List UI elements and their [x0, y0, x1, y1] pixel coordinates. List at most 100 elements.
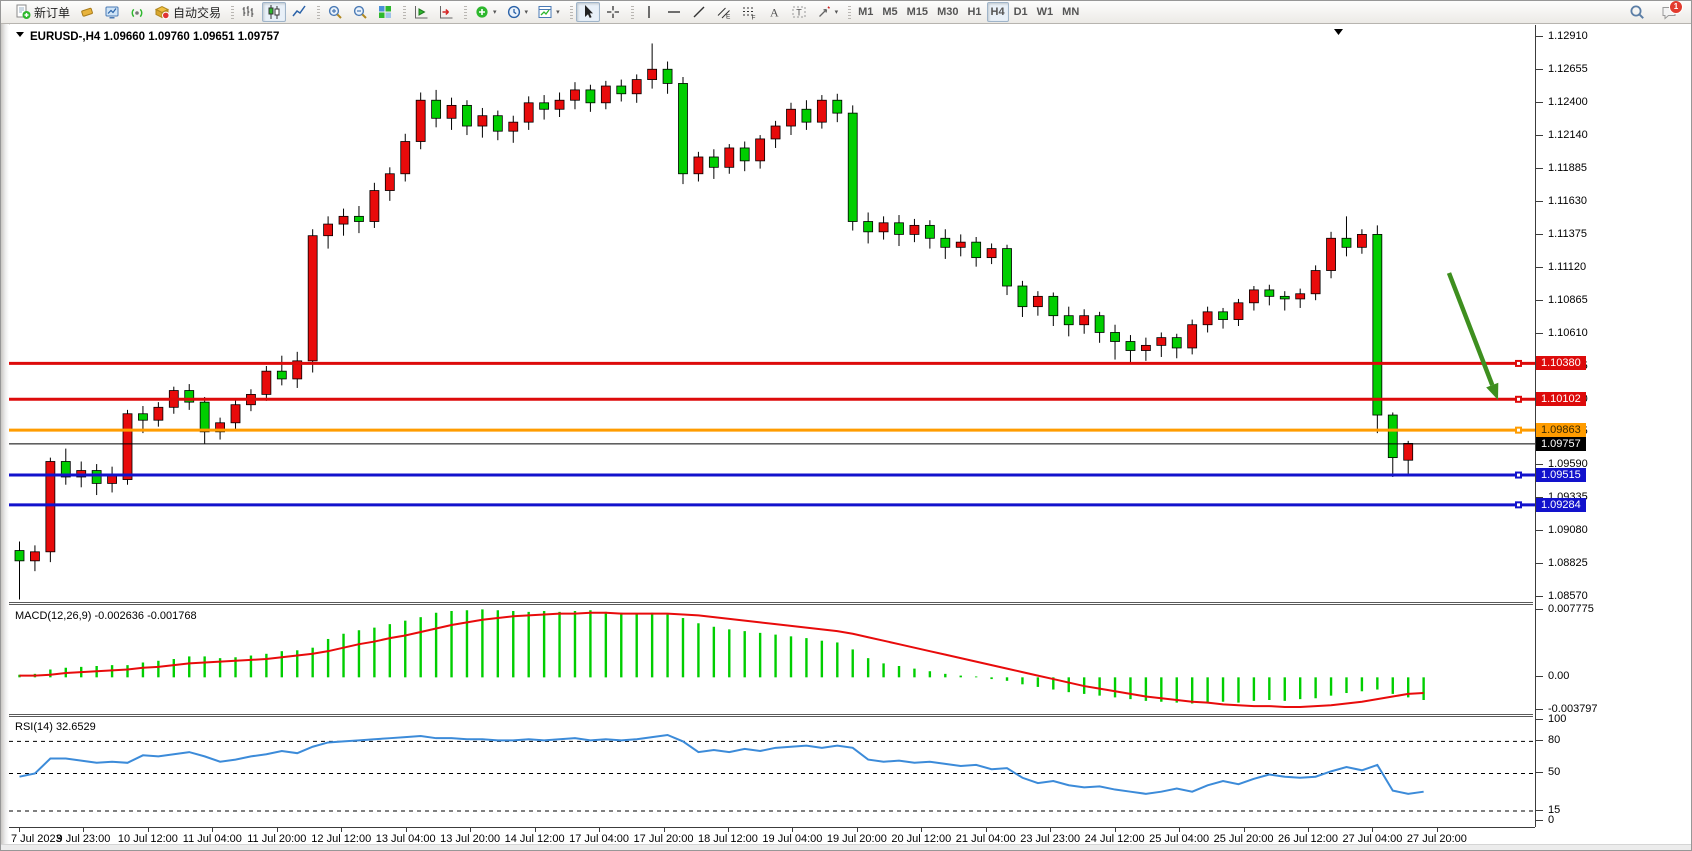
- chart-title-expand-icon[interactable]: [16, 32, 24, 37]
- timeframe-m1-button[interactable]: M1: [854, 2, 877, 22]
- bar-chart-mode-button[interactable]: [237, 2, 261, 22]
- candle-body: [354, 215, 364, 222]
- arrows-button[interactable]: ▾: [812, 2, 843, 22]
- rsi-panel[interactable]: RSI(14) 32.6529: [9, 717, 1535, 827]
- time-axis-label: 27 Jul 20:00: [1406, 833, 1467, 845]
- candle-body: [1156, 337, 1167, 346]
- scroll-to-end-icon[interactable]: [1334, 29, 1343, 35]
- horizontal-line-object[interactable]: [9, 395, 1535, 403]
- text-label-button[interactable]: T: [787, 2, 811, 22]
- price-axis[interactable]: 1.12910 1.12655 1.12400 1.12140 1.11885 1.116…: [1535, 25, 1691, 827]
- search-button[interactable]: [1625, 2, 1649, 22]
- price-axis-tick: 1.10865: [1536, 293, 1588, 306]
- channel-button[interactable]: E: [712, 2, 736, 22]
- candle-body: [585, 89, 596, 104]
- candle-body: [986, 248, 997, 259]
- time-axis-label: 9 Jul 23:00: [56, 833, 111, 845]
- indicators-button[interactable]: ▾: [470, 2, 501, 22]
- trendline-button[interactable]: [687, 2, 711, 22]
- vertical-line-button[interactable]: [637, 2, 661, 22]
- candle-body: [276, 370, 287, 380]
- panel-splitter[interactable]: [9, 716, 1533, 717]
- timeframe-h4-button-label: H4: [990, 6, 1005, 18]
- timeframe-d1-button[interactable]: D1: [1010, 2, 1032, 22]
- candle-body: [554, 99, 565, 110]
- time-axis-tick: [212, 828, 214, 832]
- templates-button[interactable]: ▾: [533, 2, 564, 22]
- macd-panel[interactable]: MACD(12,26,9) -0.002636 -0.001768: [9, 605, 1535, 714]
- text-button[interactable]: A: [762, 2, 786, 22]
- candlestick-mode-button[interactable]: [262, 2, 287, 22]
- zoom-out-icon: [352, 4, 368, 20]
- data-window-button[interactable]: [100, 2, 124, 22]
- candle-body: [786, 108, 796, 127]
- horizontal-line-object[interactable]: [9, 426, 1535, 434]
- toolbar-group: [229, 2, 315, 22]
- time-axis-label: 11 Jul 20:00: [247, 833, 307, 845]
- time-axis-tick: [1179, 828, 1181, 832]
- horizontal-line-object[interactable]: [9, 359, 1535, 367]
- time-axis[interactable]: 7 Jul 2023 9 Jul 23:00 10 Jul 12:00 11 Jul …: [9, 827, 1535, 847]
- timeframe-m5-button[interactable]: M5: [878, 2, 901, 22]
- timeframe-mn-button[interactable]: MN: [1058, 2, 1083, 22]
- candle-body: [199, 401, 210, 433]
- line-chart-mode-button[interactable]: [287, 2, 311, 22]
- candle-body: [940, 237, 951, 248]
- time-axis-tick: [1308, 828, 1309, 832]
- horizontal-line-object[interactable]: [9, 501, 1535, 509]
- auto-scroll-button[interactable]: [434, 2, 458, 22]
- notifications-button[interactable]: 1: [1657, 1, 1683, 22]
- candle-body: [1171, 337, 1182, 349]
- horizontal-line-object[interactable]: [9, 471, 1535, 479]
- price-axis-tick: 1.11630: [1536, 195, 1587, 208]
- cursor-button[interactable]: [575, 2, 600, 22]
- timeframe-h4-button[interactable]: H4: [986, 2, 1009, 22]
- arrow-annotation[interactable]: [1446, 272, 1499, 400]
- candle-body: [138, 413, 148, 421]
- time-axis-label: 23 Jul 23:00: [1020, 833, 1081, 845]
- candle-body: [1017, 285, 1028, 308]
- clock-icon: [506, 4, 522, 20]
- arrow-shaft: [1446, 272, 1495, 386]
- auto-trading-button-label: 自动交易: [173, 5, 222, 20]
- strategy-tester-button[interactable]: [125, 2, 149, 22]
- zoom-out-button[interactable]: [348, 2, 372, 22]
- market-watch-button[interactable]: [75, 2, 99, 22]
- toolbar-group: [315, 2, 401, 22]
- horizontal-line-button[interactable]: [662, 2, 686, 22]
- crosshair-button[interactable]: [601, 2, 625, 22]
- fibonacci-button[interactable]: F: [737, 2, 761, 22]
- timeframe-h1-button[interactable]: H1: [963, 2, 985, 22]
- candle-body: [955, 241, 966, 248]
- timeframe-m15-button[interactable]: M15: [903, 2, 932, 22]
- candle-body: [539, 102, 550, 110]
- panel-splitter[interactable]: [9, 714, 1533, 715]
- auto-trading-button[interactable]: 自动交易: [150, 2, 225, 22]
- main-price-panel[interactable]: EURUSD-,H4 1.09660 1.09760 1.09651 1.097…: [9, 25, 1535, 602]
- price-axis-tick: 1.12400: [1536, 95, 1588, 108]
- dropdown-caret-icon: ▾: [493, 9, 497, 16]
- price-axis-tick: 15: [1535, 803, 1561, 816]
- time-axis-label: 18 Jul 12:00: [697, 833, 758, 845]
- timeframe-m30-button[interactable]: M30: [933, 2, 962, 22]
- zoom-in-button[interactable]: [323, 2, 347, 22]
- candle-body: [847, 112, 858, 222]
- time-axis-tick: [147, 828, 149, 832]
- time-axis-tick: [1243, 828, 1245, 832]
- candle-body: [1094, 315, 1105, 333]
- tile-windows-button[interactable]: [373, 2, 397, 22]
- time-axis-tick: [921, 828, 923, 832]
- timeframe-w1-button[interactable]: W1: [1033, 2, 1058, 22]
- zoom-in-icon: [327, 4, 343, 20]
- periods-button[interactable]: ▾: [502, 2, 533, 22]
- chart-shift-button[interactable]: [409, 2, 433, 22]
- time-axis-label: 10 Jul 12:00: [117, 833, 178, 845]
- new-order-button[interactable]: 新订单: [11, 2, 74, 22]
- line-price-label: 1.10380: [1536, 356, 1586, 371]
- time-axis-tick: [19, 828, 20, 832]
- panel-splitter[interactable]: [9, 604, 1533, 605]
- candle-body: [647, 68, 658, 80]
- toolbar-group: ▾ ▾ ▾: [462, 2, 568, 22]
- panel-splitter[interactable]: [9, 602, 1533, 603]
